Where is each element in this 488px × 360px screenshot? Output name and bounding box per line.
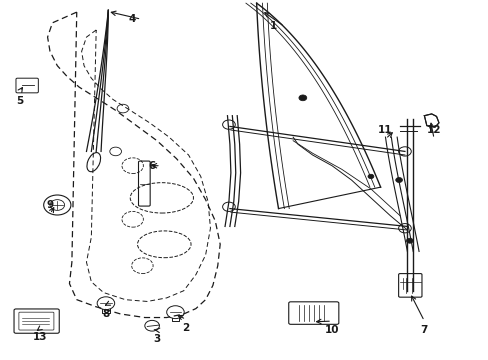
FancyBboxPatch shape <box>288 302 338 324</box>
FancyBboxPatch shape <box>138 161 150 206</box>
Text: 3: 3 <box>153 334 160 344</box>
Text: 1: 1 <box>269 21 277 31</box>
Text: 6: 6 <box>148 161 155 171</box>
Circle shape <box>298 95 306 101</box>
Circle shape <box>166 306 184 319</box>
Polygon shape <box>424 114 438 127</box>
Text: 2: 2 <box>182 323 189 333</box>
Circle shape <box>97 297 115 310</box>
FancyBboxPatch shape <box>398 274 421 297</box>
Text: 5: 5 <box>16 96 23 107</box>
FancyBboxPatch shape <box>14 309 59 333</box>
FancyBboxPatch shape <box>19 312 54 330</box>
Text: 9: 9 <box>46 200 54 210</box>
FancyBboxPatch shape <box>16 78 38 93</box>
Circle shape <box>406 238 412 243</box>
Text: 11: 11 <box>378 125 392 135</box>
Circle shape <box>50 200 64 210</box>
Circle shape <box>222 202 235 211</box>
Text: 10: 10 <box>324 325 339 335</box>
Text: 12: 12 <box>426 125 441 135</box>
Circle shape <box>398 147 410 156</box>
Text: 8: 8 <box>102 309 109 319</box>
Circle shape <box>222 120 235 129</box>
Circle shape <box>367 174 373 179</box>
Circle shape <box>144 320 159 331</box>
Circle shape <box>395 177 402 183</box>
Circle shape <box>43 195 71 215</box>
Text: 7: 7 <box>420 325 427 335</box>
Text: 4: 4 <box>129 14 136 24</box>
Text: 13: 13 <box>33 332 47 342</box>
Ellipse shape <box>87 153 101 172</box>
Circle shape <box>398 224 410 233</box>
